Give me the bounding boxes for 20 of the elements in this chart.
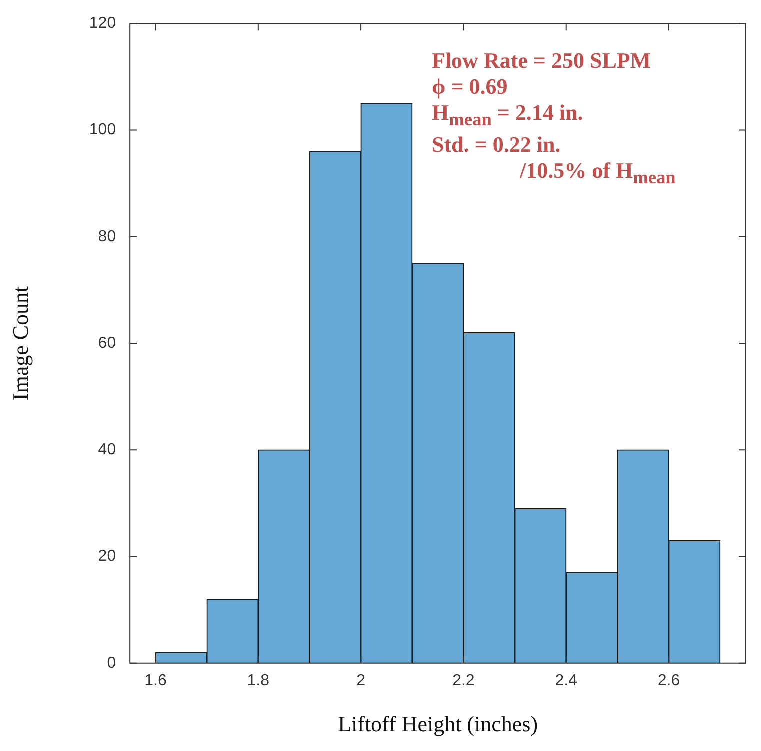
y-tick-label: 40 xyxy=(98,442,116,459)
y-tick-label: 120 xyxy=(89,15,116,32)
annotation: Std. = 0.22 in. xyxy=(432,132,562,158)
x-tick-label: 1.6 xyxy=(144,672,167,690)
y-tick-label: 0 xyxy=(107,654,116,672)
annotation: /10.5% of H$_{mean}$ xyxy=(518,158,676,190)
x-tick-label: 2.2 xyxy=(452,672,475,690)
x-tick-label: 2.6 xyxy=(658,672,680,690)
annotation: Flow Rate = 250 SLPM xyxy=(432,48,652,74)
x-tick-label: 2.4 xyxy=(555,672,578,690)
y-tick-label: 20 xyxy=(98,548,116,566)
y-axis-title: Image Count xyxy=(8,286,33,401)
y-tick-label: 60 xyxy=(98,334,116,352)
x-axis-title: Liftoff Height (inches) xyxy=(338,712,538,737)
y-tick-label: 100 xyxy=(89,122,116,139)
y-tick-label: 80 xyxy=(98,228,116,246)
x-tick-label: 2 xyxy=(356,672,366,690)
annotation: H$_{mean}$ = 2.14 in. xyxy=(432,100,584,132)
annotation: ϕ = 0.69 xyxy=(432,74,509,100)
x-tick-label: 1.8 xyxy=(247,672,270,690)
